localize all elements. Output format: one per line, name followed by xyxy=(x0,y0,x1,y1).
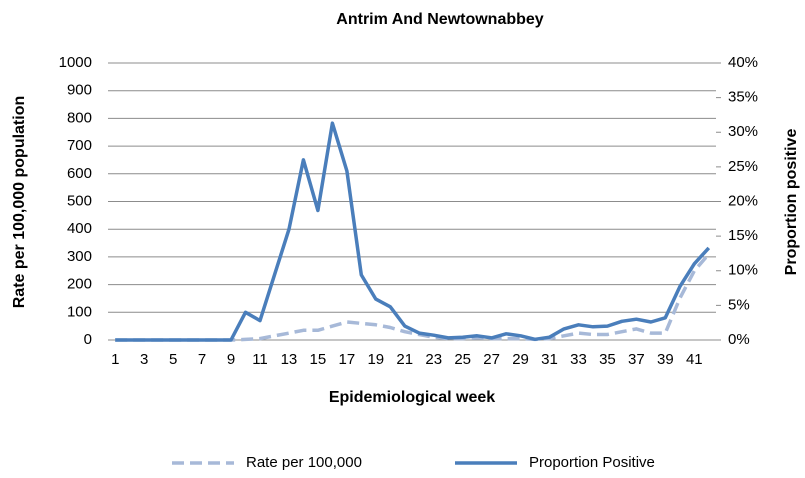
y2-tick-label: 0% xyxy=(728,331,750,348)
x-tick-label: 27 xyxy=(483,351,500,368)
x-tick-label: 15 xyxy=(310,351,327,368)
y-tick-label: 500 xyxy=(67,192,92,209)
y-tick-label: 0 xyxy=(84,331,92,348)
y2-tick-label: 5% xyxy=(728,296,750,313)
y2-tick-label: 25% xyxy=(728,158,758,175)
chart-title: Antrim And Newtownabbey xyxy=(336,11,544,28)
legend-label: Rate per 100,000 xyxy=(246,454,362,471)
x-tick-label: 37 xyxy=(628,351,645,368)
y2-tick-label: 10% xyxy=(728,262,758,279)
y-tick-label: 900 xyxy=(67,82,92,99)
y-tick-label: 700 xyxy=(67,137,92,154)
y-tick-label: 800 xyxy=(67,109,92,126)
x-tick-label: 3 xyxy=(140,351,148,368)
data-line xyxy=(115,252,711,342)
x-tick-label: 25 xyxy=(454,351,471,368)
x-tick-label: 13 xyxy=(281,351,298,368)
x-tick-label: 5 xyxy=(169,351,177,368)
y2-tick-label: 40% xyxy=(728,54,758,71)
x-tick-label: 17 xyxy=(339,351,356,368)
x-tick-label: 33 xyxy=(570,351,587,368)
legend-label: Proportion Positive xyxy=(529,454,655,471)
y-tick-label: 1000 xyxy=(59,54,92,71)
y-tick-label: 200 xyxy=(67,276,92,293)
y-tick-label: 600 xyxy=(67,165,92,182)
y2-tick-label: 15% xyxy=(728,227,758,244)
y-tick-label: 400 xyxy=(67,220,92,237)
y-axis-title: Rate per 100,000 population xyxy=(11,96,28,309)
x-tick-label: 31 xyxy=(541,351,558,368)
x-tick-label: 7 xyxy=(198,351,206,368)
y-tick-label: 100 xyxy=(67,303,92,320)
y2-axis-title: Proportion positive xyxy=(783,129,800,276)
y2-tick-label: 20% xyxy=(728,192,758,209)
data-line xyxy=(115,121,711,342)
y-tick-label: 300 xyxy=(67,248,92,265)
x-tick-label: 35 xyxy=(599,351,616,368)
y2-tick-label: 35% xyxy=(728,89,758,106)
x-tick-label: 9 xyxy=(227,351,235,368)
x-tick-label: 23 xyxy=(425,351,442,368)
x-tick-label: 29 xyxy=(512,351,529,368)
x-tick-label: 1 xyxy=(111,351,119,368)
x-tick-label: 41 xyxy=(686,351,703,368)
x-tick-label: 11 xyxy=(252,351,268,368)
x-tick-label: 21 xyxy=(396,351,413,368)
y2-tick-label: 30% xyxy=(728,123,758,140)
x-tick-label: 19 xyxy=(367,351,384,368)
x-tick-label: 39 xyxy=(657,351,674,368)
x-axis-title: Epidemiological week xyxy=(329,389,495,406)
